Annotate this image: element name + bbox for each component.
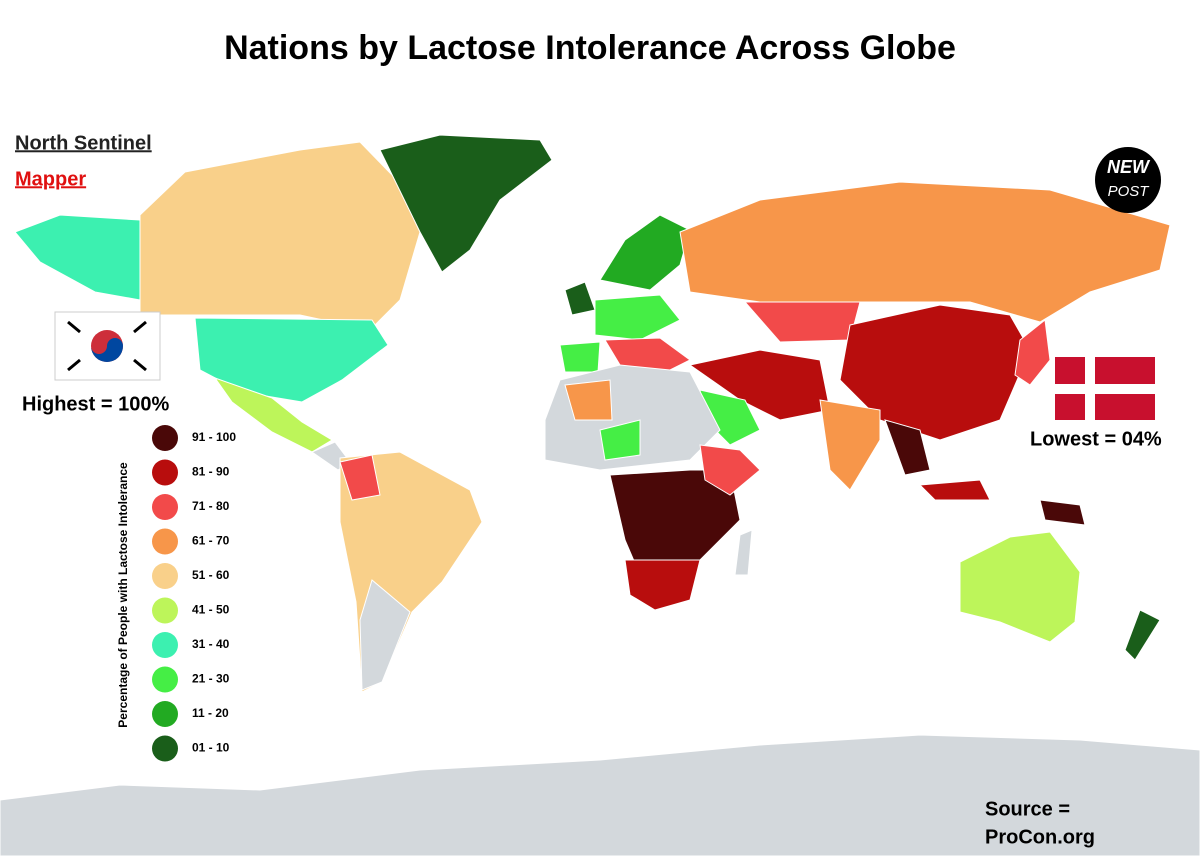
flag-trigrams xyxy=(67,320,147,372)
title: Nations by Lactose Intolerance Across Gl… xyxy=(224,29,956,67)
denmark-flag xyxy=(1055,357,1155,420)
legend-swatch xyxy=(152,735,178,762)
legend-swatch xyxy=(152,701,178,727)
legend-swatch xyxy=(152,632,178,658)
west-europe xyxy=(594,294,681,341)
australia xyxy=(959,531,1081,643)
antarctica xyxy=(0,734,1200,856)
colombia xyxy=(339,454,381,501)
uk xyxy=(564,281,596,316)
source-line-2: ProCon.org xyxy=(985,826,1095,848)
source-line-1: Source = xyxy=(985,798,1070,820)
india xyxy=(819,399,881,491)
badge: NEW POST xyxy=(1095,147,1161,213)
korea-flag xyxy=(54,311,161,381)
russia xyxy=(679,181,1171,323)
indonesia xyxy=(918,479,991,501)
iberia xyxy=(559,341,601,373)
legend-label: 71 - 80 xyxy=(192,499,230,513)
brand-line-1: North Sentinel xyxy=(15,132,152,154)
legend-label: 51 - 60 xyxy=(192,568,230,582)
new-zealand xyxy=(1124,609,1161,661)
patagonia xyxy=(359,579,411,691)
legend-swatch xyxy=(152,528,178,555)
canada xyxy=(139,141,421,331)
badge-line-1: NEW xyxy=(1107,157,1151,177)
flag-cross xyxy=(1055,384,1155,394)
legend-swatch xyxy=(152,494,178,520)
legend-label: 61 - 70 xyxy=(192,534,230,548)
east-africa xyxy=(699,444,761,496)
highest-label: Highest = 100% xyxy=(22,393,170,415)
world-map xyxy=(0,134,1200,856)
legend-swatch xyxy=(152,425,178,451)
south-africa xyxy=(624,559,701,611)
legend-label: 01 - 10 xyxy=(192,741,230,755)
papua xyxy=(1039,499,1086,526)
legend-label: 31 - 40 xyxy=(192,637,230,651)
nigeria xyxy=(599,419,641,461)
mexico xyxy=(213,377,333,453)
legend-swatch xyxy=(152,666,178,693)
west-africa xyxy=(564,379,613,421)
flag-emblem xyxy=(91,338,123,362)
legend: 91 - 100 81 - 90 71 - 80 61 - 70 51 - 60 41 -… xyxy=(152,425,236,762)
legend-label: 21 - 30 xyxy=(192,672,230,686)
legend-title: Percentage of People with Lactose Intole… xyxy=(116,462,130,728)
scandinavia xyxy=(599,214,691,291)
legend-swatch xyxy=(152,563,178,589)
southeast-asia xyxy=(884,419,931,476)
brand-line-2: Mapper xyxy=(15,168,86,190)
legend-label: 41 - 50 xyxy=(192,603,230,617)
legend-label: 91 - 100 xyxy=(192,430,236,444)
usa xyxy=(194,317,389,403)
central-asia xyxy=(743,301,861,343)
japan xyxy=(1014,319,1051,386)
china xyxy=(839,304,1031,441)
lowest-label: Lowest = 04% xyxy=(1030,428,1162,450)
badge-circle xyxy=(1095,147,1161,213)
alaska xyxy=(14,214,141,301)
greenland xyxy=(379,134,553,273)
legend-label: 11 - 20 xyxy=(192,706,229,720)
legend-label: 81 - 90 xyxy=(192,465,230,479)
legend-swatch xyxy=(152,597,178,624)
madagascar xyxy=(734,529,753,576)
badge-line-2: POST xyxy=(1108,183,1151,200)
legend-swatch xyxy=(152,459,178,486)
